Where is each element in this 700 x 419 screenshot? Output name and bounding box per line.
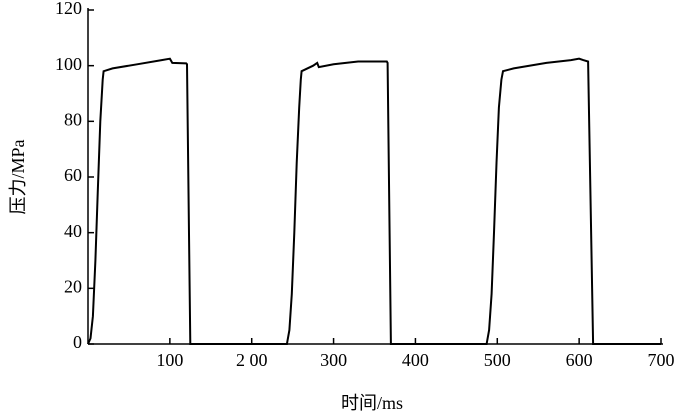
x-tick-label: 2 00 bbox=[236, 350, 268, 370]
x-axis-label: 时间/ms bbox=[341, 393, 403, 413]
x-tick-label: 600 bbox=[566, 350, 593, 370]
x-tick-label: 700 bbox=[648, 350, 675, 370]
x-tick-label: 400 bbox=[402, 350, 429, 370]
x-tick-label: 500 bbox=[484, 350, 511, 370]
data-line bbox=[87, 57, 661, 345]
y-tick-label: 60 bbox=[64, 165, 82, 185]
y-axis-label: 压力/MPa bbox=[8, 139, 28, 214]
x-tick-label: 300 bbox=[320, 350, 347, 370]
y-tick-label: 120 bbox=[55, 0, 82, 18]
y-tick-label: 80 bbox=[64, 109, 82, 129]
y-tick-label: 20 bbox=[64, 276, 82, 296]
y-tick-label: 40 bbox=[64, 221, 82, 241]
y-tick-label: 0 bbox=[73, 332, 82, 352]
y-tick-label: 100 bbox=[55, 54, 82, 74]
x-tick-label: 100 bbox=[156, 350, 183, 370]
